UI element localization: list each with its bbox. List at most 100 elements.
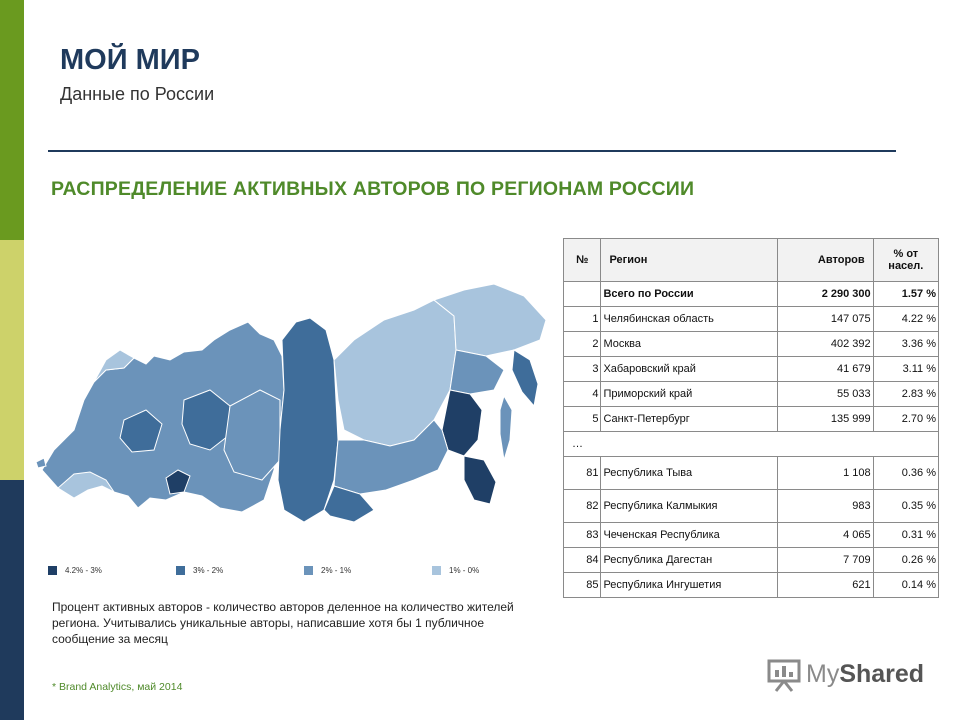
legend-label-3: 2% - 1%	[321, 566, 352, 576]
table-row: 3 Хабаровский край 41 679 3.11 %	[562, 356, 940, 382]
cell-region: Санкт-Петербург	[600, 406, 778, 432]
table-row: 83 Чеченская Республика 4 065 0.31 %	[562, 522, 940, 548]
accent-bar-navy	[0, 480, 24, 720]
table-row: 5 Санкт-Петербург 135 999 2.70 %	[562, 406, 940, 432]
cell-percent: 0.36 %	[872, 456, 940, 490]
accent-bar-green	[0, 0, 24, 240]
cell-region: Республика Дагестан	[600, 547, 778, 573]
table-row: 4 Приморский край 55 033 2.83 %	[562, 381, 940, 407]
accent-bar-lime	[0, 240, 24, 480]
table-row: 82 Республика Калмыкия 983 0.35 %	[562, 489, 940, 523]
table-row: 2 Москва 402 392 3.36 %	[562, 331, 940, 357]
cell-percent: 3.11 %	[872, 356, 940, 382]
legend-item-1: 4.2% - 3%	[48, 562, 102, 576]
cell-percent: 2.83 %	[872, 381, 940, 407]
cell-percent: 0.35 %	[872, 489, 940, 523]
cell-num: 1	[562, 306, 602, 332]
watermark-text-light: My	[806, 660, 840, 688]
map-region-siberia-west	[223, 389, 281, 481]
map-region-magadan	[449, 349, 505, 395]
cell-percent: 2.70 %	[872, 406, 940, 432]
table-row-total: Всего по России 2 290 300 1.57 %	[562, 281, 940, 307]
regions-table: № Регион Авторов % от насел. Всего по Ро…	[562, 238, 940, 598]
legend-item-4: 1% - 0%	[432, 562, 479, 576]
section-title: РАСПРЕДЕЛЕНИЕ АКТИВНЫХ АВТОРОВ ПО РЕГИОН…	[51, 178, 695, 200]
table-row-ellipsis: …	[563, 431, 939, 457]
map-region-northwest	[93, 349, 135, 383]
cell-num: 85	[562, 572, 602, 598]
russia-region-map	[35, 283, 547, 523]
cell-authors: 1 108	[776, 456, 874, 490]
cell-region: Приморский край	[600, 381, 778, 407]
legend-item-2: 3% - 2%	[176, 562, 223, 576]
map-region-kaliningrad	[35, 457, 47, 469]
cell-authors: 2 290 300	[776, 281, 874, 307]
legend-swatch-4	[432, 566, 441, 576]
cell-region: Чеченская Республика	[600, 522, 778, 548]
cell-authors: 4 065	[776, 522, 874, 548]
presentation-board-icon	[767, 659, 801, 692]
cell-authors: 41 679	[776, 356, 874, 382]
legend-label-1: 4.2% - 3%	[65, 566, 102, 576]
cell-num: 5	[562, 406, 602, 432]
legend-swatch-2	[176, 566, 185, 576]
legend-swatch-3	[304, 566, 313, 576]
map-region-khabarovsk	[441, 389, 483, 457]
legend-item-3: 2% - 1%	[304, 562, 351, 576]
cell-num: 4	[562, 381, 602, 407]
page-title: МОЙ МИР	[60, 44, 200, 76]
map-region-irkutsk	[323, 485, 375, 523]
legend-label-2: 3% - 2%	[193, 566, 224, 576]
cell-num	[562, 281, 602, 307]
map-region-urals	[181, 389, 231, 451]
page-subtitle: Данные по России	[60, 84, 215, 104]
map-region-south	[57, 471, 116, 499]
cell-region: Челябинская область	[600, 306, 778, 332]
cell-percent: 4.22 %	[872, 306, 940, 332]
watermark-text: MyShared	[806, 660, 924, 689]
source-note: * Brand Analytics, май 2014	[52, 681, 183, 693]
cell-num: 3	[562, 356, 602, 382]
cell-region: Хабаровский край	[600, 356, 778, 382]
table-row: 81 Республика Тыва 1 108 0.36 %	[562, 456, 940, 490]
cell-num: 2	[562, 331, 602, 357]
cell-percent: 0.26 %	[872, 547, 940, 573]
table-row: 84 Республика Дагестан 7 709 0.26 %	[562, 547, 940, 573]
table-header-row: № Регион Авторов % от насел.	[562, 238, 940, 282]
cell-authors: 983	[776, 489, 874, 523]
watermark-text-bold: Shared	[839, 660, 925, 688]
methodology-note: Процент активных авторов - количество ав…	[52, 600, 514, 646]
table-row: 1 Челябинская область 147 075 4.22 %	[562, 306, 940, 332]
cell-percent: 1.57 %	[872, 281, 940, 307]
cell-percent: 0.31 %	[872, 522, 940, 548]
map-region-primorsky	[463, 455, 497, 505]
col-region-header: Регион	[600, 238, 778, 282]
cell-region: Республика Тыва	[600, 456, 778, 490]
cell-authors: 621	[776, 572, 874, 598]
map-region-sakhalin	[499, 394, 513, 461]
cell-percent: 0.14 %	[872, 572, 940, 598]
map-region-krasnoyarsk	[277, 317, 339, 523]
cell-num: 83	[562, 522, 602, 548]
cell-num: 81	[562, 456, 602, 490]
map-region-volga	[119, 409, 163, 453]
cell-region: Республика Калмыкия	[600, 489, 778, 523]
cell-num: 84	[562, 547, 602, 573]
header-divider	[48, 150, 896, 152]
cell-authors: 402 392	[776, 331, 874, 357]
map-region-chukotka	[432, 283, 547, 357]
cell-authors: 55 033	[776, 381, 874, 407]
cell-ellipsis: …	[563, 431, 939, 457]
cell-region: Всего по России	[600, 281, 778, 307]
col-num-header: №	[562, 238, 602, 282]
map-region-chelyabinsk	[165, 469, 191, 495]
cell-authors: 135 999	[776, 406, 874, 432]
cell-authors: 7 709	[776, 547, 874, 573]
col-authors-header: Авторов	[776, 238, 874, 282]
myshared-watermark: MyShared	[766, 656, 926, 694]
cell-region: Москва	[600, 331, 778, 357]
cell-authors: 147 075	[776, 306, 874, 332]
cell-percent: 3.36 %	[872, 331, 940, 357]
legend-label-4: 1% - 0%	[449, 566, 480, 576]
cell-region: Республика Ингушетия	[600, 572, 778, 598]
